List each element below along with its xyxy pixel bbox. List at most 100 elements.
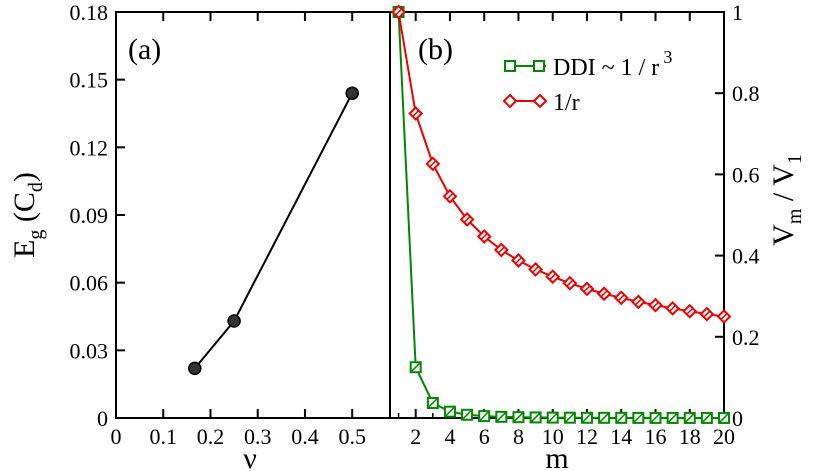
panel-b-series-1-point-hatch — [395, 8, 403, 16]
panel-a-y-tick-label: 0.03 — [70, 338, 109, 363]
panel-b-y-tick-label: 0.8 — [732, 81, 760, 106]
panel-a-y-tick-label: 0.09 — [70, 203, 109, 228]
panel-b-y-tick-label: 0.4 — [732, 244, 760, 269]
panel-b-y-title-main: V — [767, 224, 800, 246]
panel-b-series-0-point-hatch — [599, 413, 609, 423]
panel-a-label: (a) — [128, 33, 161, 66]
panel-b-series-0-point-hatch — [719, 413, 729, 423]
panel-b-series-1-point-hatch — [429, 160, 437, 168]
legend-inv-r-marker-left — [502, 93, 518, 109]
panel-a-frame — [115, 11, 391, 419]
panel-b-y-axis-title: Vm / V1 — [767, 154, 806, 246]
panel-a-y-axis-title: Eg (Cd) — [8, 172, 47, 258]
panel-a-y-title-close: ) — [8, 172, 41, 182]
panel-b-x-axis-title: m — [545, 442, 568, 471]
panel-a-x-tick-label: 0 — [111, 424, 122, 449]
panel-b-series-1-point-hatch — [480, 232, 488, 241]
panel-b-series-1-point-hatch — [446, 192, 454, 200]
panel-b-series-0-point-hatch — [582, 413, 592, 423]
panel-b-series-1-point-hatch — [600, 290, 608, 298]
panel-a-series-0-point — [345, 86, 359, 100]
legend-inv-r-label: 1/r — [553, 90, 580, 116]
labels: (a) (b) ν m Eg (Cd) Vm / V1 — [8, 33, 806, 471]
panel-b-label: (b) — [418, 33, 453, 66]
panel-b-y-title-sub: m — [784, 208, 806, 224]
panel-b-x-tick-label: 16 — [644, 424, 666, 449]
panel-b-y-tick-label: 1 — [732, 0, 743, 25]
panel-a-x-axis-title: ν — [243, 442, 257, 471]
panel-b-series-0-point-hatch — [668, 413, 678, 423]
panel-b-series-1-point-hatch — [532, 265, 540, 273]
legend-ddi-marker-left — [504, 60, 516, 72]
panel-a-y-tick-label: 0 — [97, 406, 108, 431]
panel-b-series-0-point-hatch — [650, 413, 661, 423]
panel-a: 0 0.1 0.2 0.3 0.4 0.5 0 0.03 0.06 0.09 0.12 0.15 0.1… — [70, 0, 391, 449]
panel-b-series-0-point-hatch — [428, 398, 438, 408]
panel-b-series-1-point-hatch — [651, 301, 660, 309]
panel-a-series-0-point — [227, 314, 241, 328]
legend-inv-r-marker-right — [532, 93, 548, 109]
panel-b-series-0-point-hatch — [496, 412, 506, 422]
panel-b-x-tick-label: 8 — [513, 424, 524, 449]
panel-b-series-1-point-hatch — [703, 310, 711, 318]
panel-b-series-1-point-hatch — [634, 298, 642, 306]
panel-a-x-tick-label: 0.3 — [244, 424, 272, 449]
panel-b-x-tick-label: 6 — [479, 424, 490, 449]
panel-b-series-1-point-hatch — [566, 279, 574, 287]
panel-b-series-0-point-hatch — [411, 362, 421, 372]
panel-b-series-1-point-hatch — [583, 285, 591, 293]
panel-a-y-title-main: E — [8, 240, 41, 258]
panel-b-series-0-point-hatch — [548, 413, 558, 423]
panel-b-series-0-point-hatch — [565, 413, 575, 423]
panel-b-series-1-point-hatch — [412, 109, 420, 118]
panel-b-series-0-point-hatch — [633, 413, 643, 423]
panel-b-series-1-point-hatch — [720, 312, 728, 321]
panel-a-y-title-paren: (C — [8, 192, 41, 230]
panel-b-y-tick-label: 0.2 — [732, 325, 760, 350]
panel-b-series-1-point-hatch — [549, 273, 557, 281]
panel-b-series-0-point-hatch — [531, 412, 541, 422]
panel-b-y-tick-label: 0 — [732, 406, 743, 431]
panel-a-y-tick-label: 0.06 — [70, 271, 109, 296]
panel-a-y-title-sub2: d — [25, 182, 47, 192]
panel-b-x-tick-label: 18 — [679, 424, 701, 449]
panel-a-y-title-sub: g — [25, 230, 47, 240]
panel-a-x-tick-label: 0.2 — [197, 424, 225, 449]
legend-ddi-label-sup: 3 — [663, 47, 672, 67]
panel-b-series-1-point-hatch — [514, 256, 522, 265]
panel-a-series-0-point — [188, 361, 202, 376]
panel-b-series-0-point-hatch — [513, 412, 523, 422]
panel-b-x-tick-label: 12 — [576, 424, 598, 449]
panel-a-y-tick-label: 0.12 — [70, 135, 109, 160]
panel-b-series-1-point-hatch — [497, 246, 505, 254]
panel-b-x-tick-label: 20 — [713, 424, 735, 449]
panel-b-series-1-point-hatch — [463, 215, 471, 223]
panel-b-series-1-point-hatch — [669, 304, 677, 312]
panel-a-series-0-line — [193, 92, 354, 370]
panel-a-y-tick-label: 0.18 — [70, 0, 109, 25]
panel-b-series-0-point-hatch — [616, 413, 626, 423]
panel-b-y-title-sub2: 1 — [784, 154, 806, 164]
legend-ddi-label-main: DDI ~ 1 / r — [553, 55, 659, 81]
panel-a-x-tick-label: 0.5 — [338, 424, 366, 449]
panel-b-x-tick-label: 14 — [610, 424, 632, 449]
panel-a-y-tick-label: 0.15 — [70, 68, 109, 93]
panel-b: 2 4 6 8 10 12 14 16 18 200 0.2 0.4 0.6 0.8 1 — [389, 0, 760, 449]
panel-b-x-tick-label: 2 — [410, 424, 421, 449]
panel-b-series-1-point-hatch — [617, 294, 625, 302]
panel-b-series-1-point-hatch — [686, 307, 694, 315]
panel-b-x-tick-label: 4 — [444, 424, 455, 449]
panel-b-series-0-point-hatch — [445, 407, 455, 417]
panel-b-series-0-point-hatch — [479, 411, 489, 421]
legend-ddi-marker-right — [533, 60, 545, 72]
panel-b-x-tick-label: 10 — [542, 424, 564, 449]
panel-b-series-0-point-hatch — [702, 413, 712, 423]
panel-a-x-tick-label: 0.1 — [149, 424, 177, 449]
panel-b-series-0-point-hatch — [685, 413, 695, 423]
panel-a-x-tick-label: 0.4 — [291, 424, 319, 449]
panel-b-y-title-slash: / V — [767, 164, 800, 209]
panel-b-y-tick-label: 0.6 — [732, 162, 760, 187]
